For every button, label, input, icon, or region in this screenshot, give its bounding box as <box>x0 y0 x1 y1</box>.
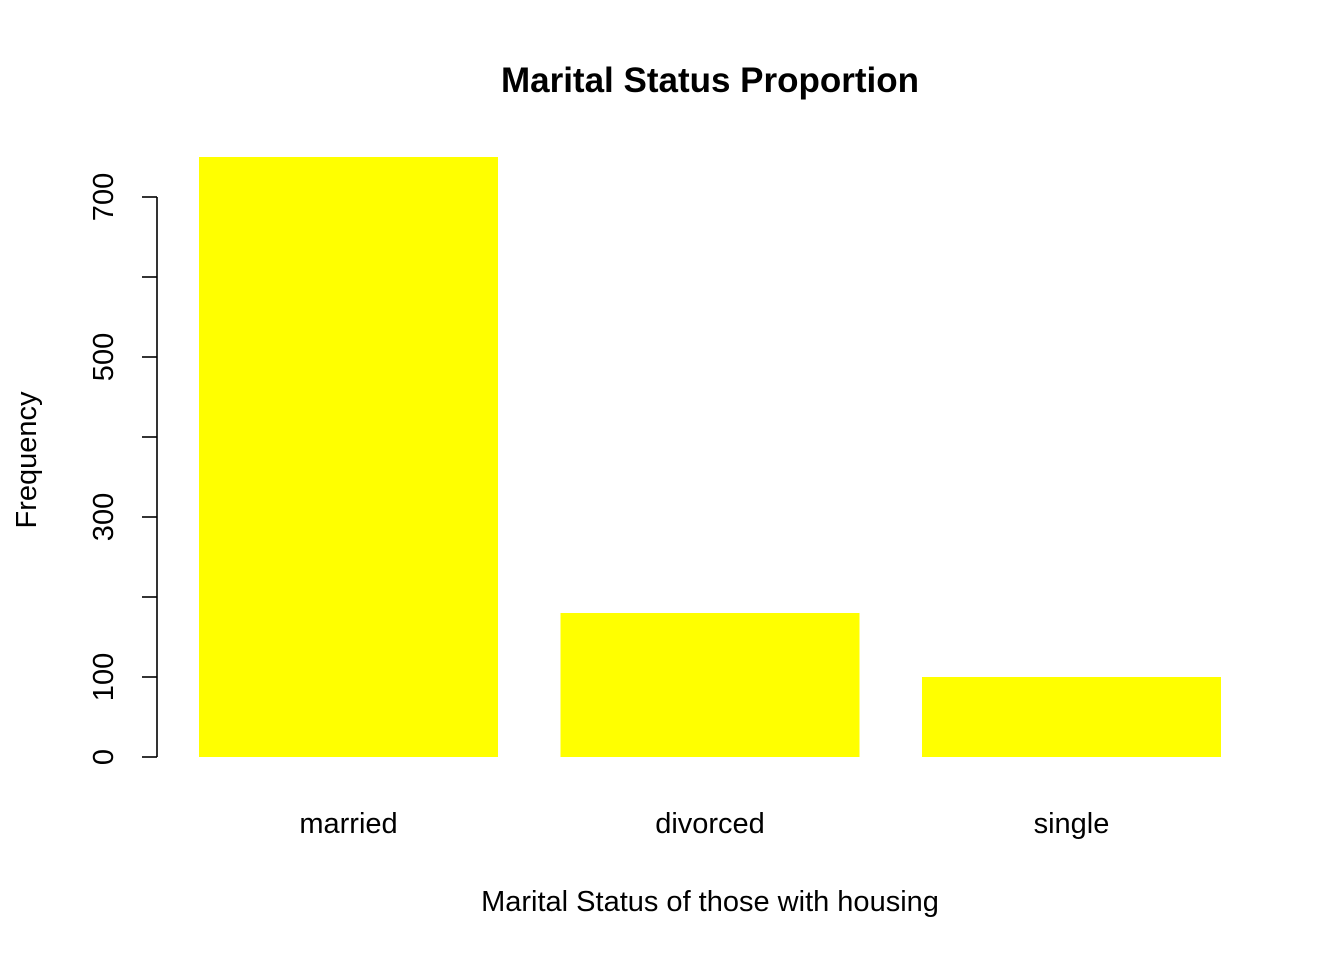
x-axis-label: Marital Status of those with housing <box>481 886 939 918</box>
y-tick-label-300: 300 <box>88 493 120 541</box>
chart-title: Marital Status Proportion <box>501 61 919 100</box>
x-tick-label-divorced: divorced <box>655 808 765 840</box>
bars-group <box>199 157 1221 757</box>
bar-divorced <box>560 613 860 757</box>
y-tick-label-100: 100 <box>88 653 120 701</box>
bar-single <box>922 677 1221 757</box>
y-axis-label: Frequency <box>11 391 43 529</box>
y-axis: 0 100 300 500 700 <box>88 173 158 765</box>
x-tick-label-single: single <box>1034 808 1110 840</box>
x-tick-label-married: married <box>299 808 397 840</box>
x-tick-labels: married divorced single <box>299 808 1109 840</box>
y-tick-label-500: 500 <box>88 333 120 381</box>
y-tick-label-0: 0 <box>88 749 120 765</box>
y-tick-label-700: 700 <box>88 173 120 221</box>
bar-married <box>199 157 498 757</box>
